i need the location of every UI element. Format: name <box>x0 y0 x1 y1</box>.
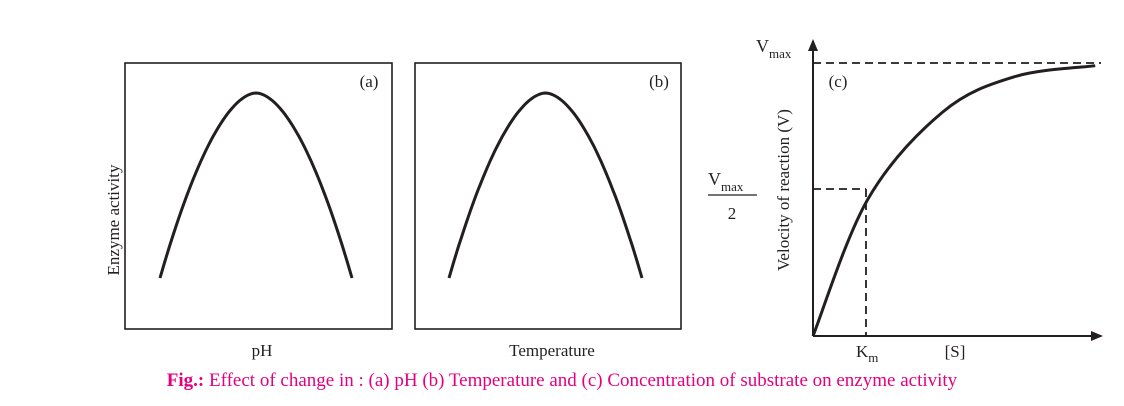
panel-b-frame <box>414 62 682 330</box>
vmax-main: V <box>756 36 769 56</box>
panel-a-x-axis-label: pH <box>252 341 273 360</box>
half-vmax-sub: max <box>721 179 744 194</box>
panel-a-curve <box>158 91 354 279</box>
panel-a: (a) pH Enzyme activity <box>104 62 393 360</box>
caption-prefix: Fig.: <box>166 370 205 391</box>
half-vmax-numerator: Vmax <box>708 169 744 194</box>
panel-b-x-axis-label: Temperature <box>509 341 595 360</box>
panel-c-y-axis-label: Velocity of reaction (V) <box>774 109 793 271</box>
panel-c-curve <box>811 64 1096 337</box>
figure-caption: Fig.: Effect of change in : (a) pH (b) T… <box>0 370 1124 392</box>
half-vmax-denominator: 2 <box>728 204 737 223</box>
panel-a-label: (a) <box>360 72 379 91</box>
km-tick-label: Km <box>856 342 878 365</box>
caption-text: Effect of change in : (a) pH (b) Tempera… <box>204 370 958 391</box>
km-main: K <box>856 342 869 361</box>
panel-c-x-axis-label: [S] <box>945 342 966 361</box>
panel-a-frame <box>124 62 393 330</box>
km-sub: m <box>868 350 878 365</box>
vmax-sub: max <box>769 46 792 61</box>
panel-b-label: (b) <box>649 72 669 91</box>
half-vmax-main: V <box>708 169 721 189</box>
panel-a-y-axis-label: Enzyme activity <box>104 164 123 275</box>
panel-b: (b) Temperature <box>414 62 682 360</box>
panel-b-curve <box>447 91 644 279</box>
vmax-tick-label: Vmax <box>756 36 792 61</box>
panel-c: (c) Vmax Vmax 2 Velocity of reaction (V)… <box>708 36 1103 365</box>
panel-c-label: (c) <box>829 72 848 91</box>
